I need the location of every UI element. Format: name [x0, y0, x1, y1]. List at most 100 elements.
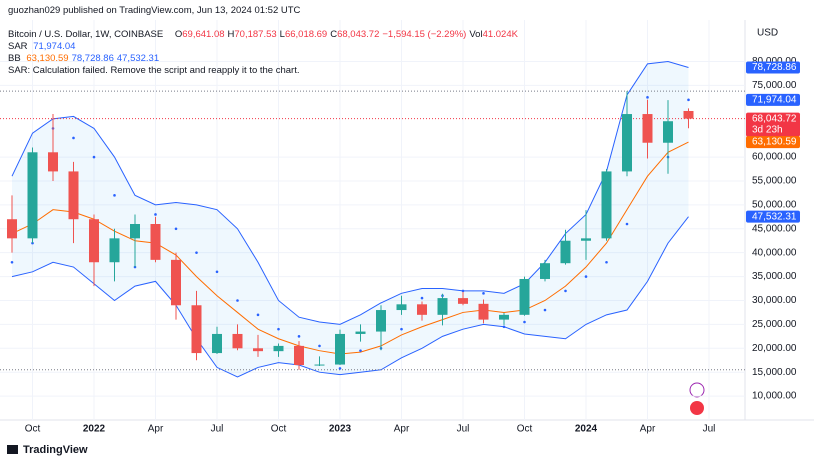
y-tick-label: 60,000.00 — [752, 152, 797, 163]
sar-dot — [625, 222, 629, 226]
y-tick-label: 50,000.00 — [752, 200, 797, 211]
ohlc-label: O — [174, 29, 183, 40]
brand: TradingView — [23, 444, 88, 456]
y-tick-label: 30,000.00 — [752, 295, 797, 306]
vol-value: 41.024K — [482, 29, 518, 40]
bb-lower — [11, 216, 689, 378]
bb-value: 78,728.86 — [71, 53, 114, 64]
sar-dot — [502, 325, 506, 329]
plot-area — [0, 20, 745, 420]
price-tag — [746, 136, 800, 149]
candle-body — [27, 152, 38, 239]
candle-body — [601, 171, 612, 239]
x-tick-label: Apr — [148, 424, 164, 435]
candle-body — [683, 110, 694, 119]
ohlc-label: H — [227, 29, 235, 40]
x-tick-label: Jul — [211, 424, 224, 435]
bb-basis — [11, 141, 689, 355]
candle-body — [663, 121, 673, 143]
price-tag-sub: 3d 23h — [752, 124, 783, 135]
sar-dot — [133, 265, 137, 269]
sar-dot — [420, 296, 424, 300]
y-tick-label: 55,000.00 — [752, 176, 797, 187]
candle-body — [294, 345, 304, 366]
price-tag — [746, 112, 800, 137]
sar-dot — [564, 289, 567, 293]
candle-body — [642, 114, 653, 143]
sar-dot — [174, 227, 178, 231]
ohlc-label: L — [279, 29, 285, 40]
currency: USD — [757, 28, 778, 39]
bb-value: 47,532.31 — [116, 53, 160, 64]
candle-body — [48, 152, 58, 172]
ohlc-value: 66,018.69 — [284, 29, 328, 40]
price-tag-label: 47,532.31 — [752, 211, 797, 222]
sar-value: 71,974.04 — [33, 41, 76, 52]
candle-body — [253, 348, 263, 352]
candle-body — [314, 364, 325, 366]
x-tick-label: Jul — [703, 424, 716, 435]
y-tick-label: 20,000.00 — [752, 343, 797, 354]
price-tag-label: 78,728.86 — [752, 62, 797, 73]
sar-dot — [72, 136, 75, 140]
candle-body — [7, 219, 17, 239]
candle-body — [437, 298, 448, 315]
y-tick-label: 40,000.00 — [752, 247, 797, 258]
x-tick-label: 2022 — [83, 424, 106, 435]
candle-body — [273, 345, 284, 352]
bb-upper — [11, 60, 689, 325]
candle-body — [68, 171, 79, 220]
bb-label: BB — [8, 53, 21, 64]
candle-body — [581, 238, 591, 241]
sar-dot — [10, 260, 14, 264]
legend-error: SAR: Calculation failed. Remove the scri… — [8, 65, 300, 76]
price-tag — [746, 61, 800, 74]
sar-dot — [400, 327, 403, 331]
sar-dot — [482, 292, 485, 295]
candle-body — [130, 224, 140, 239]
sar-dot — [605, 260, 608, 264]
candle-body — [109, 238, 120, 263]
ohlc-value: 69,641.08 — [182, 29, 225, 40]
candle-body — [458, 298, 468, 304]
sar-dot — [195, 251, 198, 254]
sar-dot — [92, 155, 96, 159]
y-tick-label: 75,000.00 — [752, 80, 797, 91]
legend-sar-row: SAR 71,974.04 — [8, 41, 78, 52]
x-tick-label: Jul — [457, 424, 470, 435]
band-fill — [12, 61, 689, 377]
candle-body — [499, 314, 509, 320]
sar-dot — [543, 308, 547, 312]
sar-dot — [318, 344, 321, 348]
x-tick-label: Apr — [640, 424, 656, 435]
candle-body — [417, 304, 427, 315]
candle-body — [560, 240, 571, 264]
sar-dot — [154, 213, 157, 216]
ohlc-label: C — [330, 29, 338, 40]
candle-body — [396, 304, 407, 311]
sar-label: SAR — [8, 41, 28, 52]
legend-bb-row: BB 63,130.59 78,728.86 47,532.31 — [8, 53, 162, 64]
event-icon[interactable] — [689, 382, 705, 398]
source: guozhan029 published on TradingView.com,… — [8, 5, 301, 16]
y-tick-label: 45,000.00 — [752, 223, 797, 234]
ohlc-value: 70,187.53 — [234, 29, 277, 40]
footer-logo: TradingView — [7, 444, 88, 456]
candle-body — [89, 219, 99, 263]
candle-body — [150, 224, 161, 260]
event-icon[interactable] — [690, 401, 704, 415]
sar-dot — [584, 275, 588, 278]
sar-dot — [113, 194, 116, 197]
y-tick-label: 15,000.00 — [752, 367, 797, 378]
candle-body — [191, 305, 202, 354]
candle-body — [376, 310, 386, 332]
sar-dot — [687, 98, 690, 102]
x-tick-label: Apr — [394, 424, 410, 435]
candle-body — [355, 331, 366, 334]
vol-label: Vol — [469, 29, 483, 40]
candle-body — [622, 114, 632, 172]
candle-body — [212, 333, 222, 354]
sar-dot — [256, 313, 260, 317]
